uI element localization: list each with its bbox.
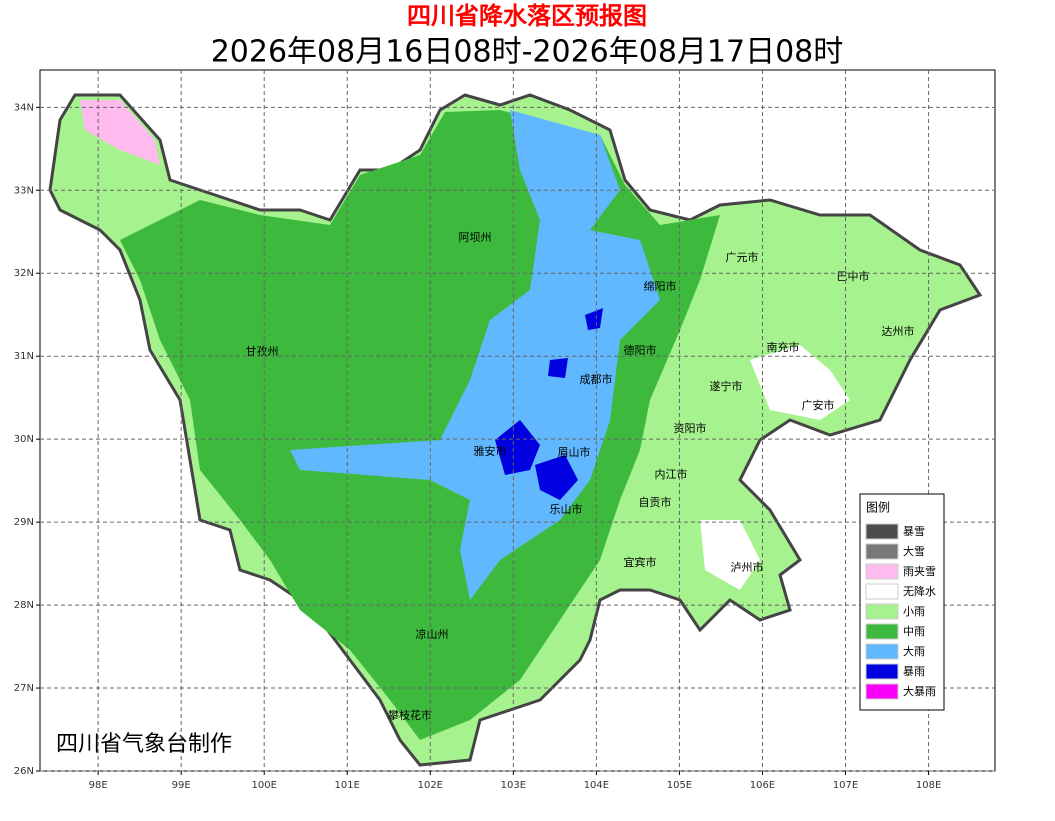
- city-label: 绵阳市: [644, 279, 677, 293]
- x-tick-label: 102E: [418, 780, 443, 791]
- city-label: 广元市: [726, 250, 759, 264]
- y-tick-label: 30N: [14, 434, 34, 445]
- city-label: 巴中市: [837, 269, 870, 283]
- legend-swatch: [865, 543, 899, 560]
- legend-swatch: [865, 663, 899, 680]
- credit: 四川省气象台制作: [56, 732, 232, 757]
- city-label: 资阳市: [674, 421, 707, 435]
- title: 四川省降水落区预报图: [407, 2, 647, 30]
- city-label: 内江市: [655, 467, 688, 481]
- city-label: 南充市: [767, 340, 800, 354]
- x-tick-label: 106E: [750, 780, 775, 791]
- torrential-rain: [535, 455, 578, 500]
- sleet: [80, 100, 160, 165]
- x-tick-label: 108E: [916, 780, 941, 791]
- legend-label: 暴雨: [903, 665, 925, 678]
- y-tick-label: 33N: [14, 185, 34, 196]
- y-tick-label: 28N: [14, 600, 34, 611]
- city-label: 雅安市: [474, 444, 507, 458]
- legend-label: 暴雪: [903, 525, 925, 538]
- y-tick-label: 31N: [14, 351, 34, 362]
- subtitle: 2026年08月16日08时-2026年08月17日08时: [211, 35, 844, 70]
- torrential-rain: [548, 358, 568, 378]
- y-tick-label: 32N: [14, 268, 34, 279]
- city-label: 泸州市: [731, 560, 764, 574]
- legend-label: 大雪: [903, 544, 925, 558]
- legend-swatch: [865, 603, 899, 620]
- city-label: 攀枝花市: [388, 708, 432, 722]
- city-labels: 阿坝州 甘孜州 绵阳市 广元市 巴中市 达州市 南充市 德阳市 成都市 遂宁市 …: [246, 230, 915, 722]
- legend-swatch: [865, 563, 899, 580]
- legend-swatch: [865, 643, 899, 660]
- y-tick-label: 29N: [14, 517, 34, 528]
- city-label: 广安市: [802, 398, 835, 412]
- city-label: 阿坝州: [459, 230, 492, 244]
- y-tick-label: 34N: [14, 102, 34, 113]
- legend-title: 图例: [866, 501, 890, 515]
- legend-swatch: [865, 683, 899, 700]
- city-label: 达州市: [882, 324, 915, 338]
- y-tick-label: 26N: [14, 766, 34, 777]
- legend-label: 大雨: [903, 644, 925, 658]
- legend-swatch: [865, 523, 899, 540]
- regions: [48, 93, 983, 767]
- city-label: 甘孜州: [246, 344, 279, 358]
- legend-swatch: [865, 623, 899, 640]
- city-label: 凉山州: [416, 627, 449, 641]
- legend-label: 中雨: [903, 625, 925, 638]
- x-tick-label: 107E: [833, 780, 858, 791]
- legend-label: 无降水: [903, 584, 936, 598]
- city-label: 乐山市: [550, 502, 583, 516]
- no-rain: [700, 520, 760, 590]
- x-tick-label: 99E: [172, 780, 191, 791]
- city-label: 遂宁市: [710, 379, 743, 393]
- x-tick-label: 104E: [584, 780, 609, 791]
- torrential-rain: [495, 420, 540, 475]
- legend-swatch: [865, 583, 899, 600]
- torrential-rain: [585, 308, 603, 330]
- no-rain: [750, 345, 850, 420]
- legend-label: 小雨: [903, 605, 925, 618]
- x-tick-label: 100E: [252, 780, 277, 791]
- city-label: 眉山市: [558, 445, 591, 459]
- x-tick-label: 98E: [89, 780, 108, 791]
- city-label: 德阳市: [624, 343, 657, 357]
- x-tick-label: 103E: [501, 780, 526, 791]
- x-tick-label: 105E: [667, 780, 692, 791]
- city-label: 宜宾市: [624, 555, 657, 569]
- y-tick-label: 27N: [14, 683, 34, 694]
- x-tick-label: 101E: [335, 780, 360, 791]
- legend-label: 大暴雨: [903, 684, 936, 698]
- legend-label: 雨夹雪: [903, 565, 936, 578]
- city-label: 自贡市: [639, 495, 672, 509]
